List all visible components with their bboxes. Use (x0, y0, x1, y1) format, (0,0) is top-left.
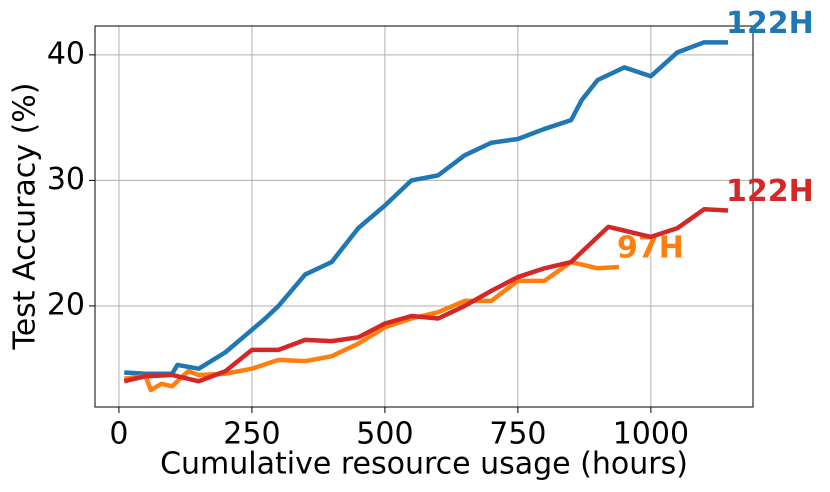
series-line (123, 259, 620, 393)
x-tick-label: 1000 (613, 417, 689, 452)
y-tick-label: 30 (47, 162, 85, 197)
y-tick-label: 40 (47, 36, 85, 71)
series-line (124, 40, 728, 376)
x-tick-label: 750 (489, 417, 546, 452)
y-axis-label: Test Accuracy (%) (8, 82, 43, 350)
series-line (123, 207, 729, 384)
x-axis-label: Cumulative resource usage (hours) (160, 447, 688, 482)
x-tick-label: 0 (109, 417, 128, 452)
y-tick-label: 20 (47, 287, 85, 322)
x-tick-label: 500 (356, 417, 413, 452)
x-tick-label: 250 (223, 417, 280, 452)
series-end-label: 122H (726, 6, 814, 41)
series-end-label: 122H (726, 174, 814, 209)
plot-frame (94, 25, 754, 408)
